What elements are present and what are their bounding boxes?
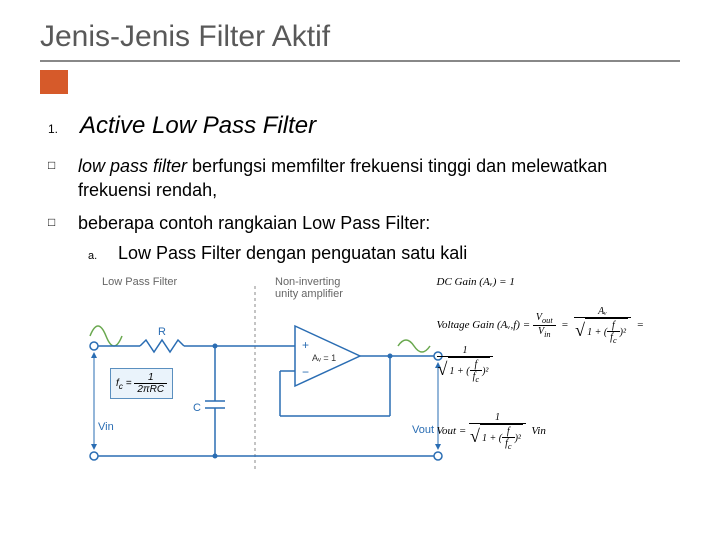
- vg-label: Voltage Gain (Aᵥ,f) =: [437, 319, 531, 331]
- svg-text:Aᵥ = 1: Aᵥ = 1: [312, 353, 336, 363]
- item-text: Active Low Pass Filter: [80, 112, 316, 140]
- bullet-mark: □: [48, 154, 78, 172]
- capacitor-label: C: [193, 402, 201, 414]
- accent-bar: [40, 70, 68, 94]
- resistor-label: R: [158, 326, 166, 338]
- dc-gain-eq: DC Gain (Aᵥ) = 1: [437, 276, 680, 288]
- vout-eq: Vout = 1 1 + (ffc)² Vin: [437, 412, 680, 451]
- vout-label: Vout: [412, 424, 434, 436]
- bullet-emph: low pass filter: [78, 156, 187, 176]
- slide: Jenis-Jenis Filter Aktif 1. Active Low P…: [0, 0, 720, 540]
- sub-item: a. Low Pass Filter dengan penguatan satu…: [40, 243, 680, 264]
- circuit-diagram: Low Pass Filter Non-inverting unity ampl…: [80, 276, 427, 476]
- fc-formula: fc = 12πRC: [110, 368, 173, 399]
- svg-text:−: −: [302, 365, 309, 379]
- bullet-1: □ low pass filter berfungsi memfilter fr…: [40, 154, 680, 203]
- bullet-2: □ beberapa contoh rangkaian Low Pass Fil…: [40, 211, 680, 235]
- item-number: 1.: [40, 122, 80, 136]
- bullet-text: low pass filter berfungsi memfilter frek…: [78, 154, 680, 203]
- frac-av: Aᵥ 1 + (ffc)²: [574, 306, 631, 345]
- dc-gain-text: DC Gain (Aᵥ) = 1: [437, 276, 515, 288]
- figure-row: Low Pass Filter Non-inverting unity ampl…: [40, 276, 680, 476]
- title-area: Jenis-Jenis Filter Aktif: [40, 20, 680, 62]
- numbered-item: 1. Active Low Pass Filter: [40, 112, 680, 140]
- vin-label: Vin: [98, 421, 114, 433]
- page-title: Jenis-Jenis Filter Aktif: [40, 20, 680, 54]
- svg-text:+: +: [302, 338, 309, 352]
- body: 1. Active Low Pass Filter □ low pass fil…: [40, 112, 680, 476]
- bullet-mark: □: [48, 211, 78, 229]
- sub-mark: a.: [88, 250, 118, 262]
- bullet-text: beberapa contoh rangkaian Low Pass Filte…: [78, 211, 680, 235]
- frac-voutvin: VoutVin: [533, 312, 556, 339]
- frac-vout: 1 1 + (ffc)²: [469, 412, 526, 451]
- sub-text: Low Pass Filter dengan penguatan satu ka…: [118, 243, 467, 264]
- vout-left: Vout =: [437, 425, 467, 437]
- frac-1: 1 1 + (ffc)²: [437, 345, 494, 384]
- vin-sym: Vin: [531, 425, 545, 437]
- equations: DC Gain (Aᵥ) = 1 Voltage Gain (Aᵥ,f) = V…: [437, 276, 680, 476]
- voltage-gain-eq: Voltage Gain (Aᵥ,f) = VoutVin = Aᵥ 1 + (…: [437, 306, 680, 384]
